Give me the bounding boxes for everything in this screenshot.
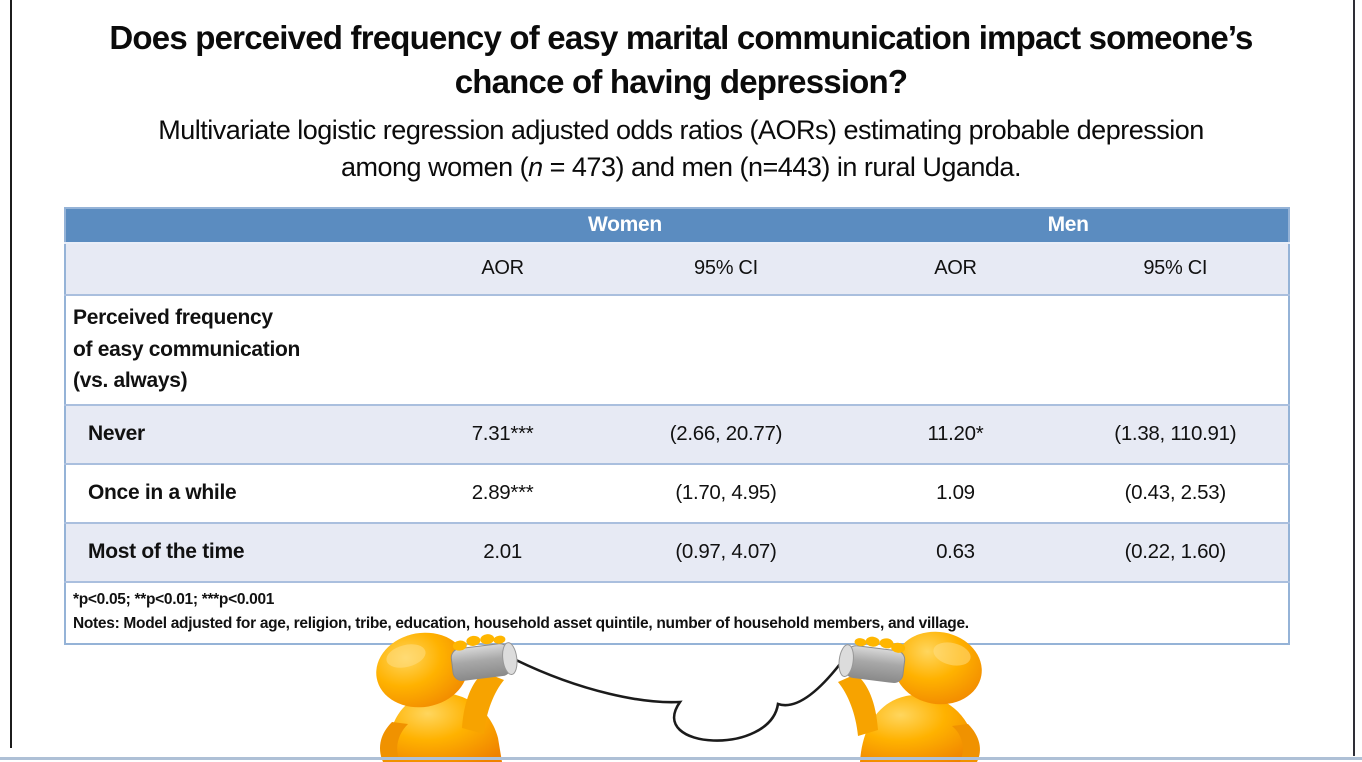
women-aor-value: 7.31*** [401, 403, 604, 464]
table-row-most-of-the-time: Most of the time 2.01 (0.97, 4.07) 0.63 … [65, 521, 1289, 582]
table-footnotes-row: *p<0.05; **p<0.01; ***p<0.001 Notes: Mod… [65, 580, 1289, 644]
row-label: Once in a while [65, 462, 402, 523]
category-header-label: Perceived frequency of easy communicatio… [65, 293, 402, 405]
significance-footnote: *p<0.05; **p<0.01; ***p<0.001 [73, 590, 275, 608]
category-header-row: Perceived frequency of easy communicatio… [65, 293, 1289, 405]
subtitle-line-2-post: = 473) and men (n=443) in rural Uganda. [542, 152, 1022, 183]
women-column-group-header: Women [401, 207, 849, 244]
category-line-1: Perceived frequency [73, 306, 273, 330]
slide-title: Does perceived frequency of easy marital… [56, 16, 1306, 103]
category-line-2: of easy communication [73, 337, 301, 361]
model-notes-footnote: Notes: Model adjusted for age, religion,… [73, 614, 969, 632]
women-ci-value: (1.70, 4.95) [603, 462, 849, 523]
table-group-header-row: Women Men [65, 207, 1289, 244]
men-ci-header: 95% CI [1062, 242, 1289, 295]
men-column-group-header: Men [848, 207, 1289, 244]
subtitle-line-1: Multivariate logistic regression adjuste… [158, 115, 1204, 146]
slide-subtitle: Multivariate logistic regression adjuste… [51, 112, 1311, 187]
subheader-blank-cell [65, 242, 402, 295]
left-border-line [10, 0, 12, 748]
women-ci-header: 95% CI [603, 242, 849, 295]
subtitle-line-2-pre: among women ( [341, 152, 529, 183]
title-line-2: chance of having depression? [454, 62, 908, 100]
men-aor-value: 1.09 [848, 462, 1063, 523]
table-row-once-in-a-while: Once in a while 2.89*** (1.70, 4.95) 1.0… [65, 462, 1289, 523]
men-aor-value: 11.20* [848, 403, 1063, 464]
right-orange-figure [838, 631, 982, 762]
category-line-3: (vs. always) [73, 369, 188, 393]
men-aor-header: AOR [848, 242, 1063, 295]
bottom-border-line [0, 757, 1362, 760]
men-ci-value: (0.22, 1.60) [1062, 521, 1289, 582]
women-ci-value: (2.66, 20.77) [603, 403, 849, 464]
table-subheader-row: AOR 95% CI AOR 95% CI [65, 242, 1289, 295]
tin-can-telephone-illustration [376, 631, 982, 762]
men-aor-value: 0.63 [848, 521, 1063, 582]
row-label: Never [65, 403, 402, 464]
group-header-blank-cell [65, 207, 402, 244]
aor-results-table: Women Men AOR 95% CI AOR 95% CI Perceive… [64, 206, 1290, 645]
men-ci-value: (1.38, 110.91) [1062, 403, 1289, 464]
men-ci-value: (0.43, 2.53) [1062, 462, 1289, 523]
table-row-never: Never 7.31*** (2.66, 20.77) 11.20* (1.38… [65, 403, 1289, 464]
title-line-1: Does perceived frequency of easy marital… [109, 19, 1253, 56]
women-ci-value: (0.97, 4.07) [603, 521, 849, 582]
women-aor-header: AOR [401, 242, 604, 295]
subtitle-line-2: among women (n = 473) and men (n=443) in… [51, 149, 1311, 186]
right-tin-can [838, 636, 906, 684]
subtitle-n-italic: n [528, 152, 543, 183]
telephone-string [514, 658, 842, 742]
left-orange-figure [376, 632, 518, 762]
right-border-line [1353, 0, 1355, 756]
row-label: Most of the time [65, 521, 402, 582]
left-tin-can [450, 634, 518, 682]
women-aor-value: 2.01 [401, 521, 604, 582]
footnotes-cell: *p<0.05; **p<0.01; ***p<0.001 Notes: Mod… [65, 580, 1289, 644]
women-aor-value: 2.89*** [401, 462, 604, 523]
